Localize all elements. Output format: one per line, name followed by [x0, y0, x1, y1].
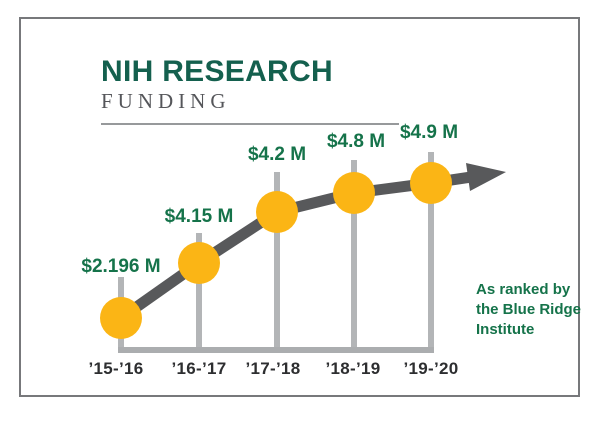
value-label-1: $2.196 M [81, 256, 160, 277]
value-label-5: $4.9 M [400, 122, 458, 143]
drop-line-2 [196, 233, 202, 347]
x-tick-label-4: ’18-’19 [325, 359, 380, 378]
drop-line-3 [274, 172, 280, 347]
data-point-4 [333, 172, 375, 214]
x-tick-label-2: ’16-’17 [171, 359, 226, 378]
drop-line-5 [428, 152, 434, 347]
x-axis-baseline [118, 347, 434, 353]
x-tick-label-1: ’15-’16 [88, 359, 143, 378]
drop-line-4 [351, 160, 357, 347]
chart-subtitle: FUNDING [101, 89, 231, 113]
data-point-2 [178, 242, 220, 284]
data-point-1 [100, 297, 142, 339]
chart-title: NIH RESEARCH [101, 55, 333, 88]
data-point-3 [256, 191, 298, 233]
x-tick-label-5: ’19-’20 [403, 359, 458, 378]
value-label-2: $4.15 M [165, 206, 234, 227]
value-label-4: $4.8 M [327, 131, 385, 152]
value-label-3: $4.2 M [248, 144, 306, 165]
x-tick-label-3: ’17-’18 [245, 359, 300, 378]
ranking-annotation: As ranked by the Blue Ridge Institute [476, 281, 582, 338]
title-divider [101, 123, 399, 125]
data-point-5 [410, 162, 452, 204]
trend-arrowhead-icon [466, 163, 506, 191]
